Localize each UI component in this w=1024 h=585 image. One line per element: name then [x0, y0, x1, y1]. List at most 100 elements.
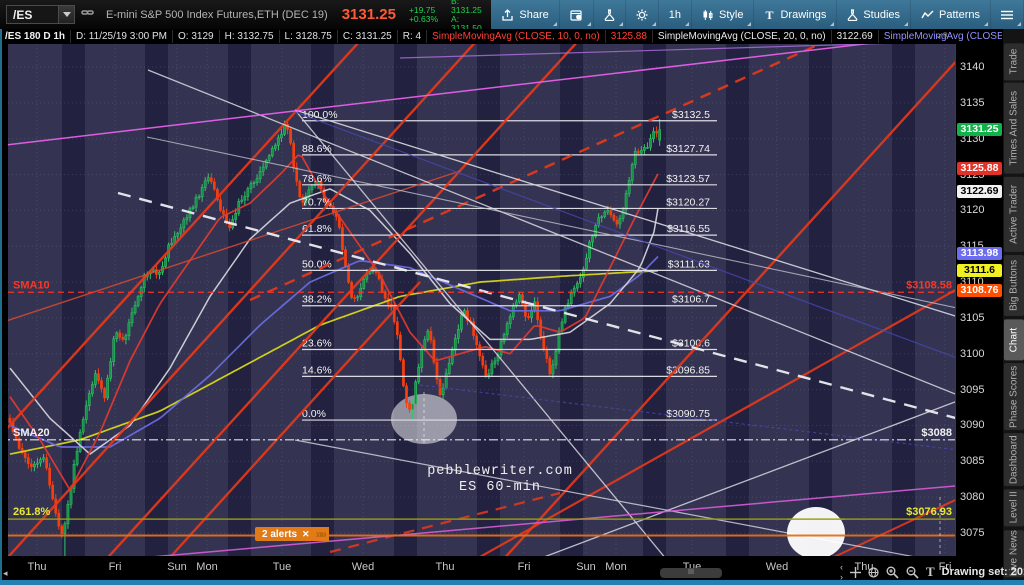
candle-body	[249, 183, 253, 189]
sidebar-tab-dashboard[interactable]: Dashboard	[1004, 433, 1024, 487]
candle-body	[72, 464, 76, 489]
candle-body	[124, 335, 128, 340]
data-line-segment: C: 3131.25	[338, 30, 398, 43]
style-icon	[702, 9, 714, 21]
fib-price-label: $3111.63	[668, 258, 710, 270]
globe-icon[interactable]	[868, 566, 879, 578]
candle-body	[585, 257, 588, 270]
calendar-clock-icon	[570, 9, 583, 21]
axis-tick-label: 3120	[960, 204, 985, 217]
candle-body	[60, 525, 64, 535]
nav-arrows-icon[interactable]: ‹ ›	[840, 562, 843, 582]
sidebar-tab-phase-scores[interactable]: Phase Scores	[1004, 363, 1024, 431]
dropdown-corner-icon	[552, 22, 557, 26]
toolbar-button-grid-menu[interactable]	[991, 0, 1024, 29]
link-icon[interactable]	[81, 6, 94, 24]
candle-body	[66, 504, 70, 525]
pan-icon[interactable]	[850, 566, 861, 578]
candle-body	[621, 209, 625, 219]
toolbar-button-alert-calendar[interactable]	[560, 0, 594, 29]
instrument-title: E-mini S&P 500 Index Futures,ETH (DEC 19…	[106, 8, 328, 21]
toolbar-button-settings[interactable]	[626, 0, 659, 29]
candle-body	[466, 310, 469, 322]
candle-body	[106, 377, 109, 399]
toolbar-button-label: Drawings	[780, 8, 827, 21]
candle-body	[356, 296, 360, 299]
chart-plot-area[interactable]: 100.0% $3132.5 88.6% $3127.74 78.6% $3123.57 7…	[8, 44, 955, 556]
trendline-drawing	[154, 485, 955, 556]
price-bubble: 3108.76	[957, 284, 1002, 298]
trendline-drawing	[8, 44, 476, 556]
candle-body	[643, 147, 646, 151]
candle-body	[158, 272, 161, 275]
candle-body	[597, 217, 600, 226]
candle-body	[252, 182, 256, 184]
axis-tick-label: 3095	[960, 383, 985, 396]
scroll-left-icon[interactable]: ◂	[3, 568, 8, 578]
axis-tick-label: 3075	[960, 526, 985, 539]
trendline-drawing	[399, 44, 887, 59]
candle-body	[417, 367, 421, 383]
sidebar-tab-chart[interactable]: Chart	[1004, 318, 1024, 361]
candle-body	[636, 151, 640, 154]
sidebar-tab-level-ii[interactable]: Level II	[1004, 489, 1024, 527]
candle-body	[97, 373, 100, 381]
candle-body	[115, 332, 119, 340]
candle-body	[246, 188, 250, 197]
sidebar-tab-active-trader[interactable]: Active Trader	[1004, 176, 1024, 252]
time-axis[interactable]: Thu Fri Sun Mon Tue Wed Thu Fri Sun Mon Tue Wed Thu F…	[0, 556, 1002, 580]
session-band	[809, 44, 832, 556]
sidebar-tab-big-buttons[interactable]: Big Buttons	[1004, 254, 1024, 316]
menu-icon	[1001, 10, 1013, 20]
fib-percent-label: 100.0%	[302, 109, 338, 121]
toolbar-button-timeframe[interactable]: 1h	[659, 0, 692, 29]
axis-tick-label: 3090	[960, 419, 985, 432]
candle-body	[353, 297, 356, 299]
data-line-segment: O: 3129	[173, 30, 220, 43]
sidebar-tab-trade[interactable]: Trade	[1004, 43, 1024, 81]
change-stack: +19.75 +0.63%	[409, 5, 438, 24]
fib-price-label: $3090.75	[666, 408, 710, 420]
alerts-close-icon[interactable]: ✕	[302, 528, 310, 539]
candle-body	[600, 216, 604, 219]
axis-tick-label: 3105	[960, 311, 985, 324]
text-note-icon[interactable]: T	[926, 564, 935, 579]
price-axis[interactable]: 3140313531303125312031153110310531003095…	[955, 44, 1002, 556]
sidebar-tab-times-and-sales[interactable]: Times And Sales	[1004, 83, 1024, 174]
candle-body	[572, 287, 576, 294]
toolbar-button-quick-study[interactable]	[594, 0, 626, 29]
zoom-out-icon[interactable]	[906, 566, 919, 579]
candle-body	[658, 129, 661, 141]
price-bubble: 3131.25	[957, 123, 1002, 137]
time-axis-label: Fri	[938, 561, 952, 573]
symbol-combo[interactable]: /ES	[6, 5, 75, 24]
text-tool-icon: T	[764, 9, 775, 21]
toolbar-button-label: Patterns	[939, 8, 980, 21]
zoom-in-icon[interactable]	[886, 566, 899, 579]
data-line-segment: H: 3132.75	[220, 30, 280, 43]
alerts-badge[interactable]: 2 alerts ✕ »»	[255, 527, 329, 541]
pointer-mode-icon: ✓ᴿ	[936, 31, 948, 41]
trendline-drawing	[294, 109, 955, 317]
symbol-input[interactable]: /ES	[6, 5, 58, 24]
drawing-set-selector[interactable]: Drawing set: 2019-1123	[941, 566, 1024, 578]
toolbar-button-style[interactable]: Style	[692, 0, 755, 29]
candle-body	[527, 316, 530, 318]
chart-scrollbar[interactable]: ⦀⦀	[660, 568, 722, 578]
candle-body	[518, 294, 521, 303]
candle-body	[499, 341, 503, 356]
candle-body	[8, 418, 12, 423]
data-line-segment: D: 11/25/19 3:00 PM	[71, 30, 174, 43]
candle-body	[264, 160, 268, 168]
gadget-sidebar: Trade Times And Sales Active Trader Big But…	[1002, 29, 1024, 580]
toolbar-button-share[interactable]: Share	[491, 0, 560, 29]
symbol-dropdown-button[interactable]	[58, 5, 75, 24]
toolbar-button-patterns[interactable]: Patterns	[911, 0, 991, 29]
trendline-drawing	[147, 69, 955, 395]
time-axis-label: Fri	[108, 561, 122, 573]
time-axis-label: Wed	[351, 561, 375, 573]
candle-body	[234, 213, 238, 220]
toolbar-button-studies[interactable]: Studies	[837, 0, 912, 29]
candle-body	[563, 307, 567, 323]
toolbar-button-drawings[interactable]: T Drawings	[754, 0, 838, 29]
